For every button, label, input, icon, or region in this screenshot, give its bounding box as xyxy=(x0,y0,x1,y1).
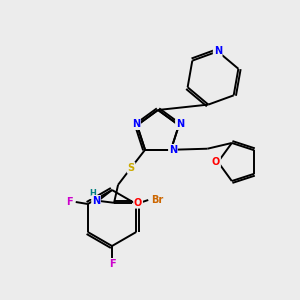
Text: H: H xyxy=(90,189,97,198)
Text: N: N xyxy=(132,119,140,129)
Text: N: N xyxy=(176,119,184,129)
Text: O: O xyxy=(212,157,220,167)
Text: N: N xyxy=(169,145,177,155)
Text: F: F xyxy=(109,259,115,269)
Text: N: N xyxy=(214,46,222,56)
Text: O: O xyxy=(134,198,142,208)
Text: F: F xyxy=(66,197,73,207)
Text: N: N xyxy=(92,196,100,206)
Text: Br: Br xyxy=(151,195,164,205)
Text: S: S xyxy=(128,163,135,173)
